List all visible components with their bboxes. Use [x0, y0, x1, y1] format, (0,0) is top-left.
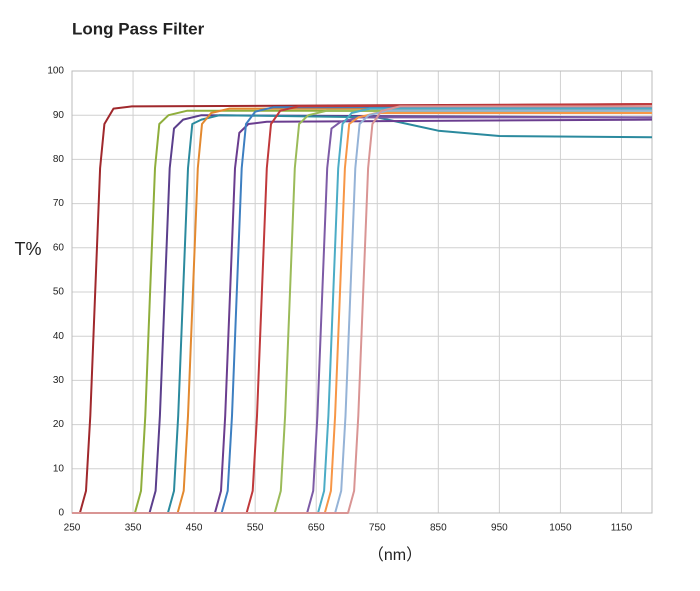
x-tick-label: 650: [308, 523, 325, 534]
y-tick-label: 40: [53, 331, 65, 342]
filter-curve: [72, 118, 653, 514]
x-tick-label: 950: [491, 523, 508, 534]
filter-curve: [72, 114, 653, 514]
y-tick-label: 100: [47, 66, 64, 77]
x-tick-label: 750: [369, 523, 386, 534]
y-tick-label: 10: [53, 463, 65, 474]
x-tick-label: 250: [64, 523, 81, 534]
y-tick-label: 30: [53, 375, 65, 386]
x-tick-label: 1050: [549, 523, 572, 534]
y-tick-label: 70: [53, 198, 65, 209]
filter-curve: [72, 109, 652, 514]
filter-curve: [72, 116, 652, 514]
x-tick-label: 350: [125, 523, 142, 534]
filter-curve: [72, 103, 653, 514]
y-tick-label: 60: [53, 242, 65, 253]
y-tick-label: 90: [53, 110, 65, 121]
y-tick-label: 50: [53, 287, 65, 298]
filter-curve: [72, 109, 652, 514]
plot-border: [71, 70, 653, 514]
y-tick-label: 20: [53, 419, 65, 430]
filter-curve: [72, 107, 652, 514]
y-tick-label: 0: [58, 508, 64, 519]
filter-curve: [72, 107, 652, 514]
filter-curve: [72, 114, 653, 514]
x-tick-label: 850: [430, 523, 447, 534]
x-axis-label: （nm）: [368, 546, 422, 564]
filter-curve: [72, 109, 653, 514]
y-axis-label: T%: [15, 239, 42, 259]
filter-curve: [72, 105, 652, 514]
x-tick-label: 1150: [611, 523, 633, 534]
filter-curve: [72, 106, 652, 514]
y-tick-label: 80: [53, 154, 65, 165]
chart-title: Long Pass Filter: [72, 19, 205, 38]
filter-curve: [72, 103, 653, 514]
x-tick-label: 450: [186, 523, 203, 534]
x-tick-label: 550: [247, 523, 264, 534]
